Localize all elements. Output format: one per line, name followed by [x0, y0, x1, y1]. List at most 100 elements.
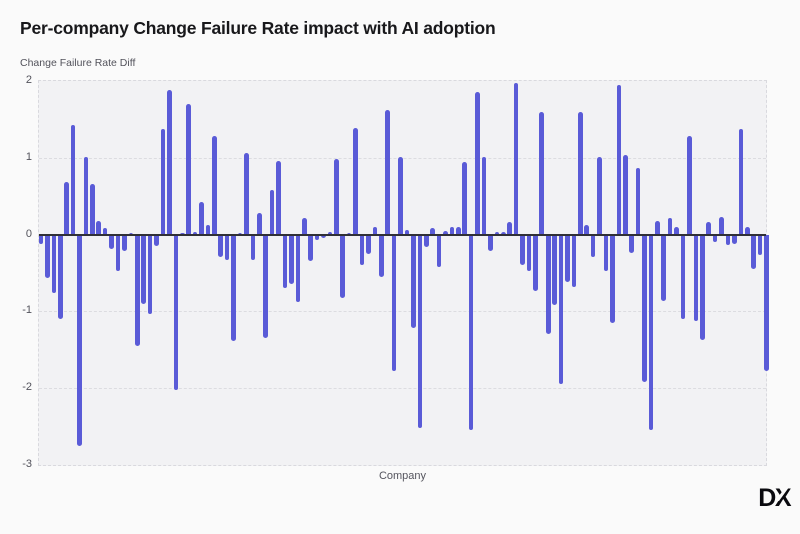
- company-bar: [135, 234, 140, 346]
- company-bar: [57, 234, 63, 320]
- company-bar: [154, 234, 159, 247]
- company-bar: [38, 234, 44, 244]
- company-bar: [699, 234, 705, 340]
- company-bar: [449, 226, 455, 235]
- company-bar: [385, 110, 390, 235]
- company-bar: [372, 226, 378, 235]
- company-bar: [539, 111, 545, 235]
- company-bar: [301, 217, 307, 235]
- company-bar: [353, 127, 358, 235]
- company-bar: [462, 161, 468, 235]
- company-bar: [520, 234, 525, 266]
- company-bar: [751, 234, 756, 270]
- company-bar: [411, 234, 416, 329]
- company-bar: [693, 234, 699, 322]
- company-bar: [552, 234, 557, 306]
- company-bar: [83, 157, 89, 235]
- company-bar: [423, 234, 429, 247]
- company-bar: [584, 224, 590, 235]
- company-bar: [212, 135, 217, 235]
- plot-area: [38, 80, 769, 466]
- company-bar: [205, 224, 211, 235]
- company-bar: [725, 234, 731, 246]
- company-bar: [667, 217, 673, 235]
- company-bar: [436, 234, 442, 267]
- company-bar: [513, 82, 519, 235]
- y-tick-label: 0: [25, 227, 32, 240]
- company-bar: [391, 234, 397, 371]
- company-bar: [160, 129, 166, 235]
- company-bar: [635, 167, 641, 235]
- company-bar: [610, 234, 615, 323]
- company-bar: [417, 234, 423, 429]
- company-bar: [224, 234, 230, 260]
- company-bar: [289, 234, 294, 284]
- company-bar: [738, 128, 744, 235]
- company-bar: [456, 226, 461, 235]
- company-bar: [186, 104, 191, 235]
- company-bar: [719, 216, 724, 235]
- company-bar: [308, 234, 313, 261]
- company-bar: [199, 202, 204, 235]
- company-bar: [167, 90, 172, 235]
- dx-logo: DX: [758, 484, 792, 513]
- company-bar: [173, 234, 179, 391]
- company-bar: [77, 234, 82, 446]
- company-bar: [629, 234, 634, 254]
- company-bar: [122, 234, 127, 251]
- y-tick-label: -2: [22, 381, 32, 394]
- y-tick-label: 1: [25, 150, 32, 163]
- company-bar: [51, 234, 57, 293]
- y-tick-label: 2: [25, 74, 32, 86]
- company-bar: [256, 213, 262, 235]
- company-bar: [231, 234, 236, 342]
- company-bar: [321, 234, 326, 239]
- company-bar: [398, 157, 403, 235]
- company-bar: [655, 220, 660, 235]
- company-bar: [90, 183, 95, 235]
- company-bar: [507, 221, 512, 235]
- company-bar: [250, 234, 256, 260]
- company-bar: [603, 234, 609, 271]
- zero-axis-line: [39, 233, 766, 236]
- company-bar: [109, 234, 114, 250]
- company-bar: [622, 155, 628, 235]
- y-axis-title: Change Failure Rate Diff: [20, 57, 136, 69]
- company-bar: [494, 232, 500, 235]
- company-bar: [64, 182, 69, 235]
- company-bar: [642, 234, 647, 383]
- y-tick-label: -1: [22, 304, 32, 317]
- company-bar: [468, 234, 474, 431]
- company-bar: [115, 234, 121, 271]
- company-bar: [571, 234, 577, 287]
- company-bar: [404, 229, 410, 235]
- company-bar: [674, 226, 679, 235]
- company-bar: [533, 234, 538, 291]
- company-bar: [744, 226, 750, 235]
- company-bar: [102, 228, 108, 235]
- company-bar: [565, 234, 570, 283]
- company-bar: [192, 232, 198, 235]
- company-bar: [526, 234, 532, 271]
- y-tick-label: -3: [22, 458, 32, 470]
- company-bar: [141, 234, 147, 304]
- page-title: Per-company Change Failure Rate impact w…: [20, 18, 496, 38]
- company-bar: [578, 111, 583, 235]
- company-bar: [269, 190, 275, 235]
- company-bar: [263, 234, 268, 338]
- company-bar: [366, 234, 371, 254]
- x-axis-title: Company: [378, 470, 427, 482]
- company-bar: [661, 234, 667, 301]
- dx-logo-x: X: [774, 484, 792, 512]
- company-bar: [359, 234, 365, 266]
- company-bar: [70, 124, 76, 235]
- company-bar: [732, 234, 737, 244]
- company-bar: [648, 234, 654, 431]
- company-bar: [244, 153, 249, 235]
- company-bar: [96, 220, 102, 235]
- company-bar: [488, 234, 493, 251]
- company-bar: [295, 234, 301, 303]
- company-bar: [45, 234, 50, 279]
- company-bar: [334, 159, 339, 235]
- company-bar: [558, 234, 564, 384]
